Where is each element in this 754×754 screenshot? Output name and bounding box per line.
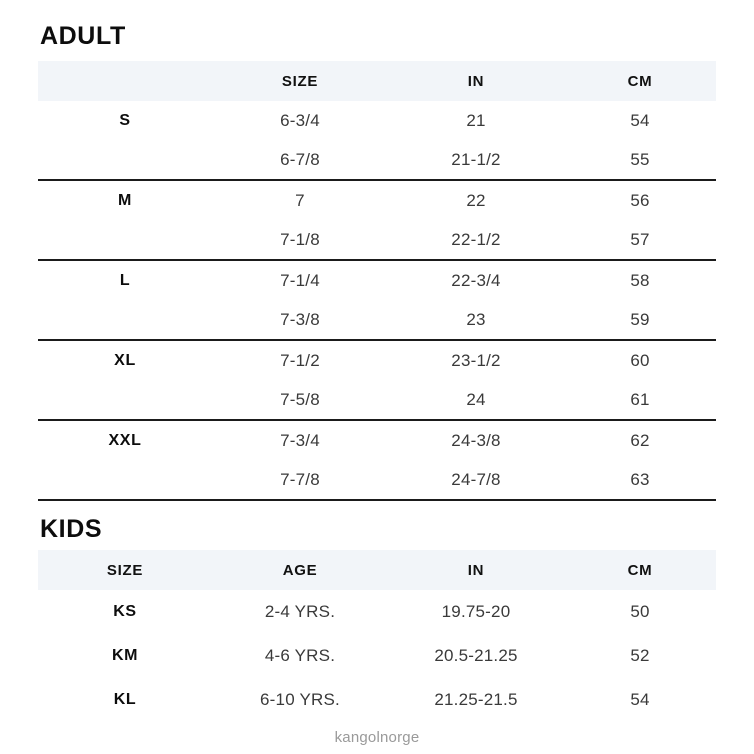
kids-section-title: KIDS (40, 515, 103, 543)
cell-cm: 54 (630, 110, 650, 130)
adult-table-head: SIZE IN CM (38, 61, 716, 101)
cell-in: 22-1/2 (451, 229, 501, 249)
table-row: XXL 7-3/4 24-3/8 62 (38, 419, 716, 460)
kids-col-header-age: AGE (212, 550, 388, 590)
kids-col-header-cm: CM (564, 550, 716, 590)
cell-age: 6-10 YRS. (260, 690, 340, 709)
cell-cm: 61 (630, 389, 650, 409)
cell-in: 21.25-21.5 (434, 690, 518, 709)
table-row: S 6-3/4 21 54 (38, 101, 716, 140)
cell-in: 23-1/2 (388, 339, 564, 380)
row-label-xxl: XXL (38, 419, 212, 460)
row-label-xl: XL (38, 339, 212, 380)
row-label-empty (38, 220, 212, 260)
cell-in: 24-7/8 (451, 469, 501, 489)
cell-cm: 55 (630, 149, 650, 169)
kids-table-head: SIZE AGE IN CM (38, 550, 716, 590)
row-label-ks: KS (113, 603, 137, 620)
table-row: 7-3/8 23 59 (38, 300, 716, 340)
site-watermark: kangolnorge (334, 729, 420, 746)
kids-col-header-size: SIZE (38, 550, 212, 590)
adult-size-table: SIZE IN CM S 6-3/4 21 54 6-7/8 21-1/2 55… (38, 61, 716, 502)
table-row: KM 4-6 YRS. 20.5-21.25 52 (38, 634, 716, 678)
cell-in: 19.75-20 (441, 602, 511, 621)
cell-in: 23 (466, 309, 486, 329)
table-row: KL 6-10 YRS. 21.25-21.5 54 (38, 678, 716, 722)
table-row: M 7 22 56 (38, 179, 716, 220)
cell-size: 7-3/8 (280, 309, 320, 329)
adult-col-header-in: IN (388, 61, 564, 101)
adult-col-header-size: SIZE (212, 61, 388, 101)
cell-size: 7-5/8 (280, 389, 320, 409)
cell-size: 7-1/4 (212, 259, 388, 300)
cell-cm: 59 (630, 309, 650, 329)
cell-cm: 52 (630, 646, 650, 665)
cell-size: 7-3/4 (212, 419, 388, 460)
cell-cm: 58 (564, 259, 716, 300)
adult-section: ADULT (0, 0, 754, 49)
cell-size: 6-3/4 (280, 110, 320, 130)
adult-header-row: SIZE IN CM (38, 61, 716, 101)
cell-size: 7-1/2 (212, 339, 388, 380)
adult-col-header-cm: CM (564, 61, 716, 101)
table-row: L 7-1/4 22-3/4 58 (38, 259, 716, 300)
adult-section-title: ADULT (40, 22, 126, 50)
cell-cm: 63 (630, 469, 650, 489)
kids-header-row: SIZE AGE IN CM (38, 550, 716, 590)
row-label-m: M (38, 179, 212, 220)
cell-size: 6-7/8 (280, 149, 320, 169)
cell-in: 21-1/2 (451, 149, 501, 169)
row-label-empty (38, 300, 212, 340)
cell-in: 24-3/8 (388, 419, 564, 460)
row-label-s: S (119, 111, 131, 129)
cell-age: 4-6 YRS. (264, 646, 336, 665)
table-row: 7-7/8 24-7/8 63 (38, 460, 716, 500)
row-label-kl: KL (113, 691, 137, 708)
cell-in: 20.5-21.25 (434, 646, 518, 665)
row-label-l: L (38, 259, 212, 300)
cell-size: 7 (212, 179, 388, 220)
table-row: 7-5/8 24 61 (38, 380, 716, 420)
kids-table-body: KS 2-4 YRS. 19.75-20 50 KM 4-6 YRS. 20.5… (38, 590, 716, 722)
cell-in: 22-3/4 (388, 259, 564, 300)
row-label-empty (38, 380, 212, 420)
table-row: KS 2-4 YRS. 19.75-20 50 (38, 590, 716, 634)
cell-in: 24 (466, 389, 486, 409)
table-row: 7-1/8 22-1/2 57 (38, 220, 716, 260)
adult-table-body: S 6-3/4 21 54 6-7/8 21-1/2 55 M 7 22 56 … (38, 101, 716, 502)
cell-cm: 54 (630, 690, 650, 709)
kids-section: KIDS (0, 501, 754, 542)
table-row: XL 7-1/2 23-1/2 60 (38, 339, 716, 380)
cell-in: 22 (388, 179, 564, 220)
cell-cm: 57 (630, 229, 650, 249)
row-label-empty (38, 460, 212, 500)
cell-size: 7-7/8 (280, 469, 320, 489)
cell-cm: 62 (564, 419, 716, 460)
cell-age: 2-4 YRS. (264, 602, 336, 621)
row-label-empty (38, 140, 212, 180)
kids-size-table: SIZE AGE IN CM KS 2-4 YRS. 19.75-20 50 K… (38, 550, 716, 722)
kids-col-header-in: IN (388, 550, 564, 590)
cell-cm: 50 (630, 602, 650, 621)
cell-size: 7-1/8 (280, 229, 320, 249)
row-label-km: KM (111, 647, 139, 664)
cell-in: 21 (466, 110, 486, 130)
table-row: 6-7/8 21-1/2 55 (38, 140, 716, 180)
adult-col-header-blank (38, 61, 212, 101)
cell-cm: 56 (564, 179, 716, 220)
cell-cm: 60 (564, 339, 716, 380)
